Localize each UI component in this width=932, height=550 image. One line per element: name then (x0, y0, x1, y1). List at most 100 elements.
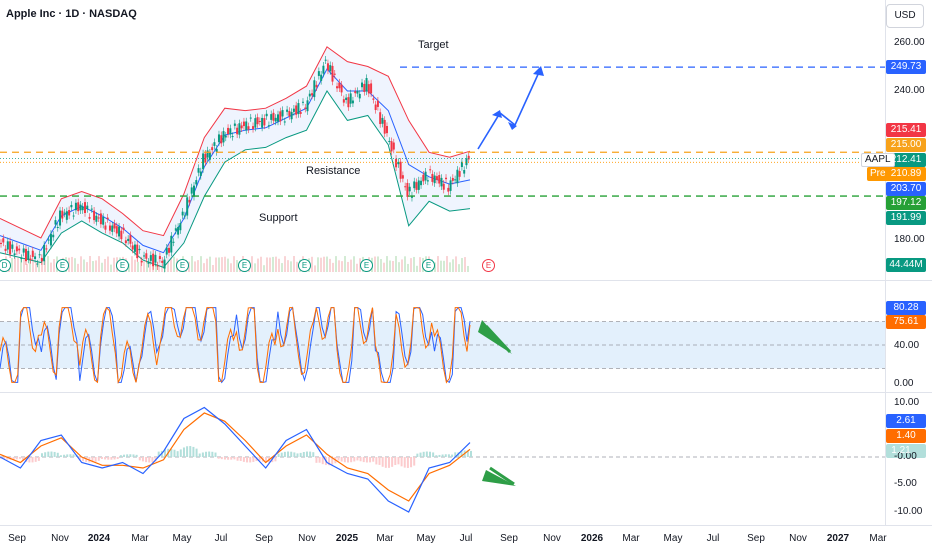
candle-body (292, 108, 295, 112)
upper-band-tag: 215.41 (890, 124, 922, 135)
candle-body (356, 91, 359, 94)
macd-histogram-bar (359, 457, 362, 462)
volume-bar (128, 263, 130, 272)
candle-body (81, 206, 84, 211)
macd-histogram-bar (394, 457, 397, 466)
macd-histogram-bar (173, 449, 176, 457)
resistance-annotation: Resistance (306, 165, 361, 177)
candle-body (186, 197, 189, 216)
volume-bar (98, 256, 100, 272)
candle-body (165, 247, 168, 255)
candle-body (390, 141, 393, 152)
price-tag-bg (886, 123, 926, 137)
candle-body (454, 179, 457, 181)
macd-histogram-bar (321, 457, 324, 465)
candle-body (54, 220, 57, 225)
candle-body (181, 211, 184, 216)
volume-bar (461, 258, 463, 272)
macd-histogram-bar (283, 451, 286, 457)
macd-histogram-bar (365, 457, 368, 463)
candle-body (204, 153, 207, 163)
volume-bar (233, 256, 235, 272)
volume-bar (452, 259, 454, 272)
earnings-marker[interactable]: E (298, 259, 311, 272)
volume-bar (77, 263, 79, 272)
candle-body (111, 225, 114, 232)
chart-title: Apple Inc · 1D · NASDAQ (6, 8, 137, 20)
currency-selector[interactable]: USD (886, 4, 924, 28)
macd-histogram-bar (425, 451, 428, 457)
earnings-marker[interactable]: E (176, 259, 189, 272)
candle-body (95, 215, 98, 222)
candle-body (18, 248, 21, 251)
candle-body (149, 255, 152, 261)
macd-histogram-tag: 1.21 (891, 445, 911, 456)
candle-body (383, 119, 386, 134)
volume-bar (227, 258, 229, 272)
candle-body (333, 73, 336, 75)
candle-body (258, 120, 261, 122)
macd-histogram-bar (350, 457, 353, 463)
volume-bar (35, 262, 37, 272)
macd-histogram-bar (444, 454, 447, 457)
candle-body (338, 82, 341, 89)
macd-histogram-bar (217, 457, 220, 459)
volume-bar (314, 265, 316, 272)
earnings-marker[interactable]: E (360, 259, 373, 272)
candle-body (195, 180, 198, 185)
candle-body (413, 181, 416, 189)
volume-bar (92, 261, 94, 272)
stoch-green-arrow-shaft (484, 324, 512, 354)
macd-histogram-bar (346, 457, 349, 463)
volume-bar (170, 257, 172, 272)
macd-signal-line (0, 412, 471, 502)
macd-histogram-bar (312, 452, 315, 457)
earnings-marker[interactable]: E (422, 259, 435, 272)
earnings-marker[interactable]: E (238, 259, 251, 272)
macd-histogram-bar (15, 457, 18, 460)
volume-bar (236, 259, 238, 272)
candle-body (267, 125, 270, 127)
candle-body (202, 153, 205, 170)
volume-bar (437, 256, 439, 272)
volume-bar (110, 264, 112, 272)
volume-bar (155, 258, 157, 272)
candle-body (290, 112, 293, 120)
candle-body (256, 117, 259, 125)
volume-bar (449, 262, 451, 272)
candle-body (29, 258, 32, 260)
macd-histogram-bar (201, 452, 204, 457)
candle-body (131, 245, 134, 250)
candle-body (77, 202, 80, 212)
candle-body (61, 210, 64, 219)
macd-histogram-bar (318, 457, 321, 463)
macd-histogram-bar (135, 454, 138, 457)
candle-body (220, 135, 223, 144)
candle-body (2, 238, 5, 243)
volume-bar (53, 259, 55, 272)
macd-histogram-bar (145, 457, 148, 463)
macd-histogram-bar (337, 457, 340, 461)
earnings-marker[interactable]: E (56, 259, 69, 272)
macd-histogram-bar (44, 452, 47, 457)
candle-body (115, 226, 118, 234)
candle-body (74, 202, 77, 211)
earnings-marker[interactable]: D (0, 259, 11, 272)
candle-body (429, 169, 432, 171)
time-axis-label: Nov (543, 533, 561, 544)
candle-body (227, 127, 230, 135)
earnings-marker[interactable]: E (482, 259, 495, 272)
support-annotation: Support (259, 212, 298, 224)
candle-body (70, 204, 73, 208)
volume-bar (200, 256, 202, 272)
price-tag-bg (886, 258, 926, 272)
volume-bar (458, 264, 460, 272)
candle-body (118, 226, 121, 237)
candle-body (174, 228, 177, 231)
candle-body (408, 186, 411, 192)
volume-bar (140, 256, 142, 272)
candle-body (358, 93, 361, 99)
candle-body (22, 248, 25, 253)
earnings-marker[interactable]: E (116, 259, 129, 272)
